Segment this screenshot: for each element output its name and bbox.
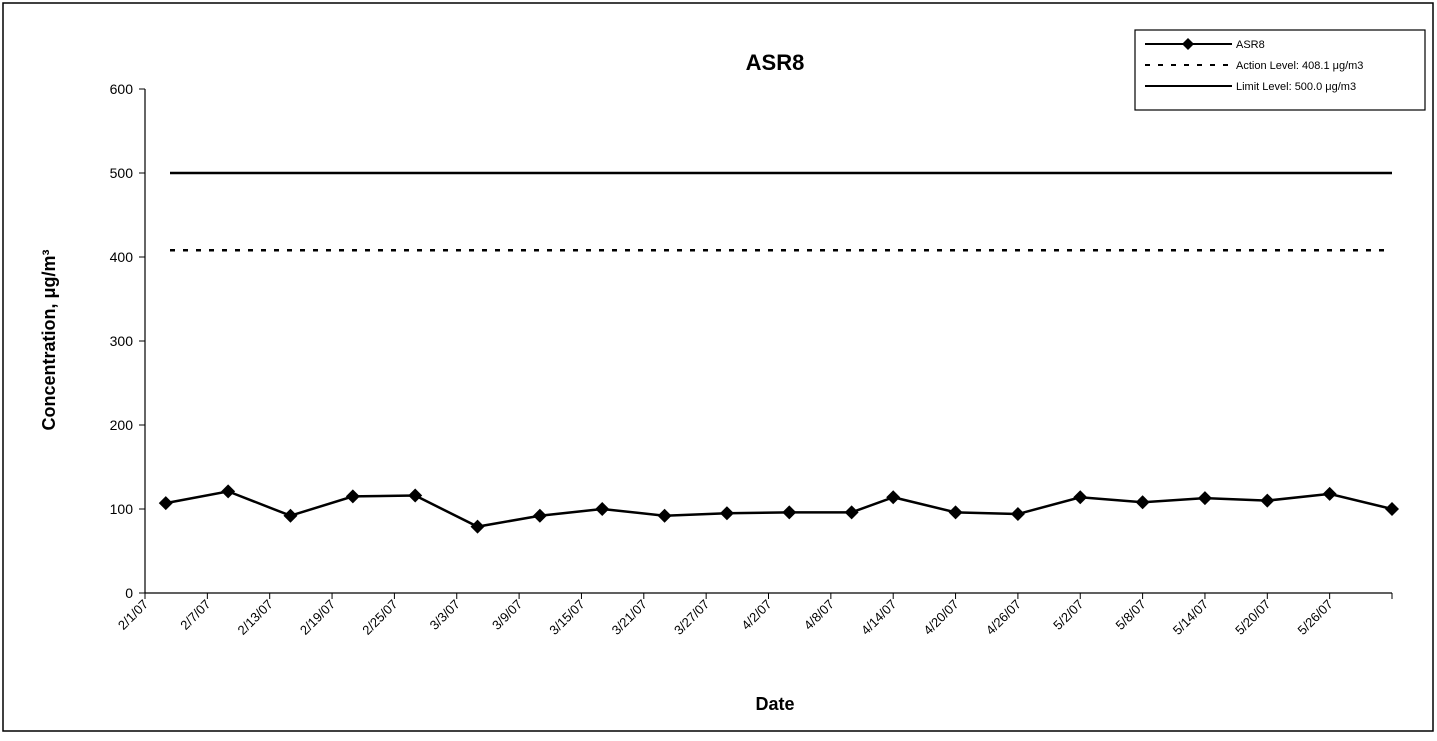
data-point — [595, 502, 610, 516]
data-point — [345, 489, 360, 504]
data-point — [470, 519, 485, 534]
legend-label: Limit Level: 500.0 μg/m3 — [1236, 81, 1356, 93]
data-point — [886, 490, 901, 505]
data-point — [844, 505, 859, 520]
data-point — [1260, 493, 1275, 508]
data-point — [221, 484, 236, 499]
data-point — [1385, 502, 1399, 516]
data-point — [719, 506, 734, 521]
data-point — [657, 508, 672, 523]
x-axis-label: Date — [755, 694, 794, 714]
data-point — [782, 505, 797, 520]
y-tick-label: 600 — [110, 81, 134, 97]
data-point — [948, 505, 963, 520]
data-point — [1010, 507, 1025, 522]
data-point — [1135, 495, 1150, 510]
y-tick-label: 0 — [125, 585, 133, 601]
data-point — [158, 496, 173, 511]
data-point — [1073, 490, 1088, 505]
legend-marker — [1182, 38, 1194, 50]
data-point — [283, 508, 298, 523]
legend-label: ASR8 — [1236, 39, 1265, 51]
chart-title: ASR8 — [746, 50, 805, 75]
data-point — [532, 508, 547, 523]
legend-label: Action Level: 408.1 μg/m3 — [1236, 60, 1363, 72]
y-tick-label: 100 — [110, 501, 134, 517]
y-tick-label: 300 — [110, 333, 134, 349]
data-point — [1197, 491, 1212, 506]
y-tick-label: 400 — [110, 249, 134, 265]
data-point — [408, 488, 423, 503]
data-point — [1322, 486, 1337, 501]
y-tick-label: 200 — [110, 417, 134, 433]
y-tick-label: 500 — [110, 165, 134, 181]
y-axis-label: Concentration, μg/m³ — [39, 249, 59, 430]
